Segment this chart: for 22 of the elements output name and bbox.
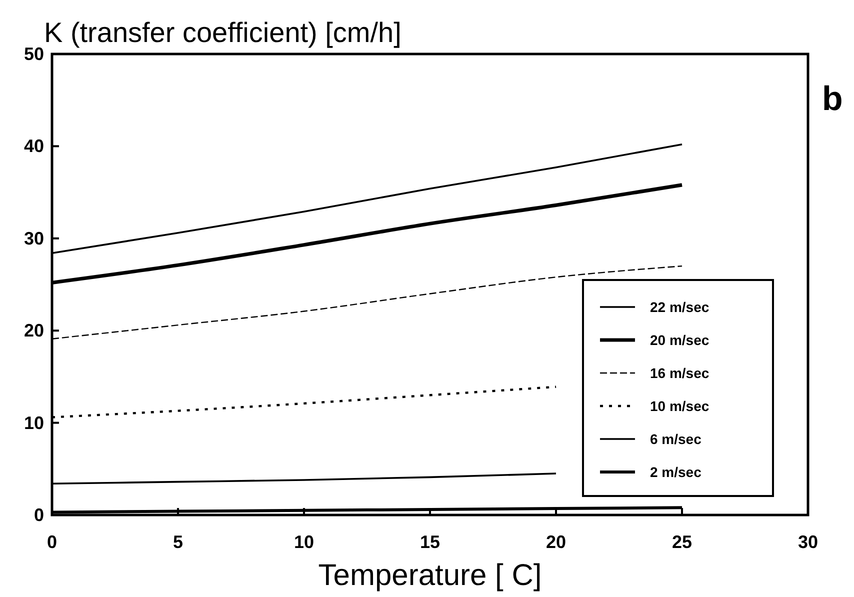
- x-tick-label: 0: [46, 532, 58, 552]
- legend-label: 20 m/sec: [650, 332, 710, 348]
- legend-label: 10 m/sec: [650, 398, 710, 414]
- y-axis-title: K (transfer coefficient) [cm/h]: [44, 17, 402, 48]
- legend-label: 16 m/sec: [650, 365, 710, 381]
- y-tick-label: 10: [24, 412, 44, 433]
- x-tick-label: 15: [420, 532, 440, 552]
- x-tick-label: 30: [798, 532, 818, 552]
- y-tick-label: 20: [24, 320, 44, 341]
- x-tick-label: 25: [672, 532, 692, 552]
- x-axis-title: Temperature [ C]: [318, 559, 542, 592]
- x-tick-label: 20: [546, 532, 566, 552]
- x-tick-label: 5: [172, 532, 184, 552]
- text: b: [822, 80, 843, 118]
- y-tick-label: 50: [24, 44, 44, 64]
- x-tick-label: 10: [294, 532, 314, 552]
- y-tick-label: 40: [24, 136, 44, 156]
- y-tick-label: 0: [34, 505, 44, 525]
- legend-label: 2 m/sec: [650, 464, 702, 480]
- legend-label: 22 m/sec: [650, 299, 710, 315]
- legend-label: 6 m/sec: [650, 431, 702, 447]
- y-tick-label: 30: [24, 228, 44, 248]
